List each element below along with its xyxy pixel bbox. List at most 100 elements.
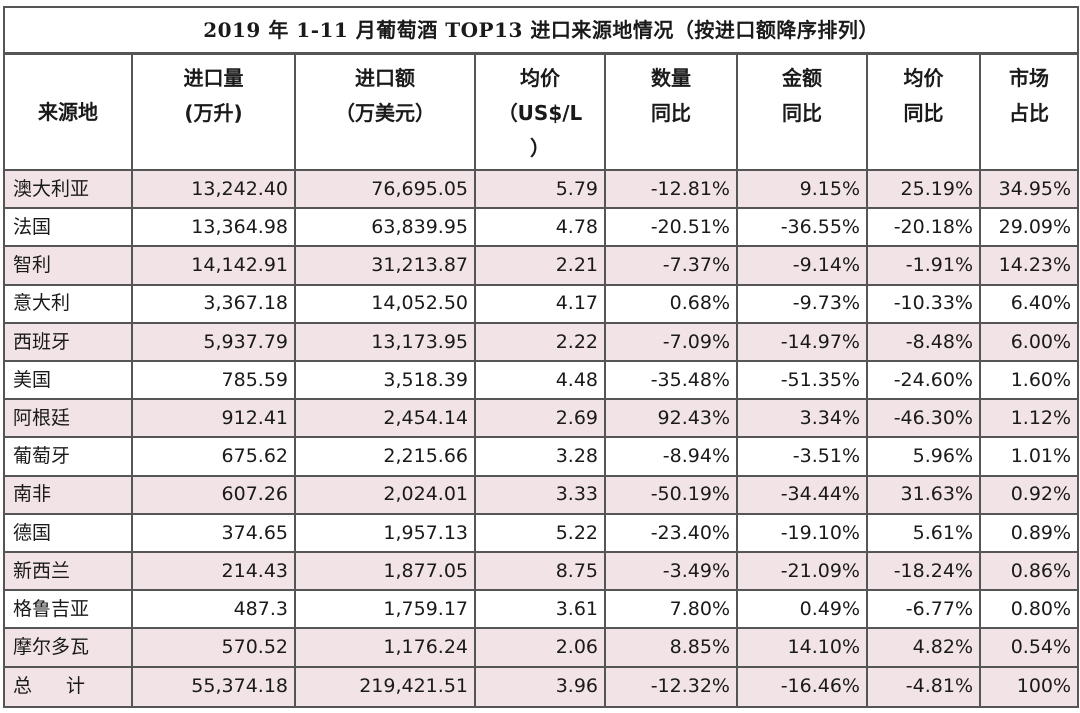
column-header-line: 均价 <box>903 66 944 90</box>
amount-yoy-cell: -36.55% <box>736 207 868 248</box>
share-cell: 6.40% <box>978 283 1080 324</box>
share-cell: 1.01% <box>978 436 1080 477</box>
volume-cell: 13,242.40 <box>131 168 296 210</box>
price-yoy-cell: -46.30% <box>866 398 981 439</box>
total-price-yoy-cell: -4.81% <box>866 665 981 709</box>
price-cell: 4.48 <box>474 360 606 401</box>
amount-cell: 2,215.66 <box>294 436 476 477</box>
volume-yoy-cell: -7.37% <box>604 245 738 286</box>
share-cell: 14.23% <box>978 245 1080 286</box>
column-header-line: 同比 <box>782 101 822 125</box>
price-cell: 3.33 <box>474 474 606 515</box>
amount-cell: 63,839.95 <box>294 207 476 248</box>
column-header-market-share: 市场 占比 <box>978 52 1080 171</box>
amount-yoy-cell: -21.09% <box>736 551 868 592</box>
volume-yoy-cell: 8.85% <box>604 627 738 668</box>
amount-cell: 1,176.24 <box>294 627 476 668</box>
price-cell: 5.79 <box>474 168 606 210</box>
price-cell: 3.28 <box>474 436 606 477</box>
column-header-line: 进口量 <box>183 66 244 90</box>
table-row: 德国 374.65 1,957.13 5.22 -23.40% -19.10% 5.61% 0… <box>3 512 1080 554</box>
total-origin-cell: 总 计 <box>3 665 133 709</box>
volume-cell: 607.26 <box>131 474 296 515</box>
table-row: 智利 14,142.91 31,213.87 2.21 -7.37% -9.14% -1.9… <box>3 245 1080 286</box>
table-header-row: 来源地 进口量 (万升) 进口额 （万美元） 均价 （US$/L）数量 同比 金额 同比 均价 同比市… <box>3 52 1080 171</box>
column-header-import-volume: 进口量 (万升) <box>131 52 296 171</box>
column-header-line: ） <box>530 136 550 160</box>
table-row: 格鲁吉亚 487.3 1,759.17 3.61 7.80% 0.49% -6.77% 0.8… <box>3 589 1080 630</box>
table-row: 葡萄牙 675.62 2,215.66 3.28 -8.94% -3.51% 5.96% 1.… <box>3 436 1080 477</box>
column-header-volume-yoy: 数量 同比 <box>604 52 738 171</box>
table-row: 新西兰 214.43 1,877.05 8.75 -3.49% -21.09% -18.24… <box>3 551 1080 592</box>
origin-cell: 意大利 <box>3 283 133 324</box>
volume-cell: 675.62 <box>131 436 296 477</box>
amount-yoy-cell: -9.14% <box>736 245 868 286</box>
price-cell: 2.21 <box>474 245 606 286</box>
price-yoy-cell: -8.48% <box>866 321 981 363</box>
wine-import-table: 2019 年 1-11 月葡萄酒 TOP13 进口来源地情况（按进口额降序排列）… <box>2 6 1080 709</box>
share-cell: 0.86% <box>978 551 1080 592</box>
price-cell: 2.22 <box>474 321 606 363</box>
volume-cell: 912.41 <box>131 398 296 439</box>
table-row: 摩尔多瓦 570.52 1,176.24 2.06 8.85% 14.10% 4.82% 0.… <box>3 627 1080 668</box>
price-cell: 2.06 <box>474 627 606 668</box>
table-row: 阿根廷 912.41 2,454.14 2.69 92.43% 3.34% -46.30% 1… <box>3 398 1080 439</box>
total-price-cell: 3.96 <box>474 665 606 709</box>
column-header-line: 均价 <box>520 66 560 90</box>
volume-cell: 570.52 <box>131 627 296 668</box>
share-cell: 6.00% <box>978 321 1080 363</box>
share-cell: 0.92% <box>978 474 1080 515</box>
amount-cell: 1,759.17 <box>294 589 476 630</box>
table-row: 南非 607.26 2,024.01 3.33 -50.19% -34.44% 31.63%… <box>3 474 1080 515</box>
column-header-amount-yoy: 金额 同比 <box>736 52 868 171</box>
origin-cell: 西班牙 <box>3 321 133 363</box>
table-body: 澳大利亚 13,242.40 76,695.05 5.79 -12.81% 9.15% 25… <box>3 168 1080 709</box>
amount-cell: 31,213.87 <box>294 245 476 286</box>
origin-cell: 阿根廷 <box>3 398 133 439</box>
volume-cell: 5,937.79 <box>131 321 296 363</box>
origin-cell: 德国 <box>3 512 133 554</box>
price-yoy-cell: -20.18% <box>866 207 981 248</box>
volume-cell: 487.3 <box>131 589 296 630</box>
volume-yoy-cell: -8.94% <box>604 436 738 477</box>
table-row: 法国 13,364.98 63,839.95 4.78 -20.51% -36.55% -2… <box>3 207 1080 248</box>
share-cell: 1.12% <box>978 398 1080 439</box>
total-amount-cell: 219,421.51 <box>294 665 476 709</box>
column-header-line: （US$/L <box>497 101 583 125</box>
volume-yoy-cell: -23.40% <box>604 512 738 554</box>
table-row: 澳大利亚 13,242.40 76,695.05 5.79 -12.81% 9.15% 25… <box>3 168 1080 210</box>
column-header-line: 同比 <box>903 101 944 125</box>
volume-yoy-cell: -35.48% <box>604 360 738 401</box>
price-yoy-cell: 4.82% <box>866 627 981 668</box>
column-header-avg-price: 均价 （US$/L ） <box>474 52 606 171</box>
column-header-line: 进口额 <box>355 66 415 90</box>
amount-yoy-cell: 9.15% <box>736 168 868 210</box>
origin-cell: 澳大利亚 <box>3 168 133 210</box>
volume-yoy-cell: -12.81% <box>604 168 738 210</box>
amount-yoy-cell: -14.97% <box>736 321 868 363</box>
column-header-line: 数量 <box>651 66 691 90</box>
volume-cell: 3,367.18 <box>131 283 296 324</box>
amount-cell: 2,454.14 <box>294 398 476 439</box>
origin-cell: 南非 <box>3 474 133 515</box>
column-header-line: 市场 <box>1009 66 1050 90</box>
price-yoy-cell: 31.63% <box>866 474 981 515</box>
price-cell: 8.75 <box>474 551 606 592</box>
price-cell: 4.17 <box>474 283 606 324</box>
amount-cell: 1,877.05 <box>294 551 476 592</box>
price-cell: 2.69 <box>474 398 606 439</box>
origin-cell: 新西兰 <box>3 551 133 592</box>
amount-cell: 3,518.39 <box>294 360 476 401</box>
volume-cell: 374.65 <box>131 512 296 554</box>
amount-yoy-cell: -51.35% <box>736 360 868 401</box>
column-header-price-yoy: 均价 同比 <box>866 52 981 171</box>
total-share-cell: 100% <box>978 665 1080 709</box>
origin-cell: 智利 <box>3 245 133 286</box>
volume-yoy-cell: -20.51% <box>604 207 738 248</box>
volume-yoy-cell: 0.68% <box>604 283 738 324</box>
origin-cell: 葡萄牙 <box>3 436 133 477</box>
amount-yoy-cell: 14.10% <box>736 627 868 668</box>
volume-yoy-cell: -3.49% <box>604 551 738 592</box>
origin-cell: 格鲁吉亚 <box>3 589 133 630</box>
table-title: 2019 年 1-11 月葡萄酒 TOP13 进口来源地情况（按进口额降序排列） <box>2 6 1080 55</box>
